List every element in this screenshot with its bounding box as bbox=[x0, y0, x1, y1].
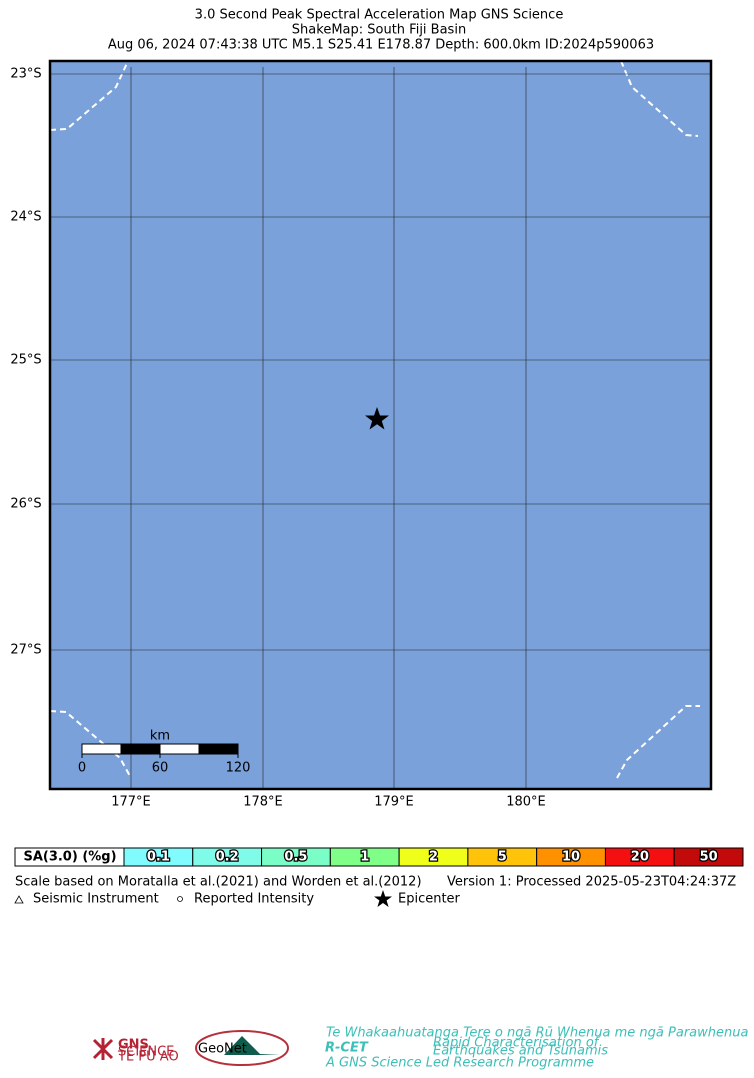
lon-label: 180°E bbox=[506, 795, 546, 810]
gns-maori: TE PŪ AO bbox=[117, 1050, 179, 1065]
title-line: Aug 06, 2024 07:43:38 UTC M5.1 S25.41 E1… bbox=[108, 38, 654, 53]
instrument-symbol bbox=[14, 895, 24, 904]
rcet-logo: Te Whakaahuatanga Tere o ngā Rū Whenua m… bbox=[325, 1026, 748, 1071]
lat-label: 27°S bbox=[10, 643, 41, 658]
scale-unit: km bbox=[150, 729, 170, 744]
legend-label: 0.5 bbox=[284, 850, 307, 865]
graticule bbox=[50, 67, 711, 789]
symbol-label: Epicenter bbox=[398, 892, 461, 907]
legend-label: 0.2 bbox=[216, 850, 239, 865]
intensity-symbol bbox=[177, 896, 183, 902]
scale-label: 0 bbox=[78, 761, 86, 776]
lon-label: 177°E bbox=[111, 795, 151, 810]
lat-label: 26°S bbox=[10, 497, 41, 512]
symbol-label: Seismic Instrument bbox=[33, 892, 159, 907]
lat-label: 23°S bbox=[10, 67, 41, 82]
scale-label: 60 bbox=[152, 761, 169, 776]
map: km 0 60 120 bbox=[48, 59, 713, 791]
gns-sub: SCIENCE bbox=[118, 1045, 174, 1060]
legend-label: 2 bbox=[429, 850, 438, 865]
gns-logo: GNS SCIENCE TE PŪ AO bbox=[92, 1038, 179, 1065]
legend-label: 5 bbox=[498, 850, 507, 865]
rcet-top: Te Whakaahuatanga Tere o ngā Rū Whenua m… bbox=[326, 1026, 748, 1041]
geonet-text: GeoNet bbox=[198, 1042, 247, 1057]
legend-label: 10 bbox=[562, 850, 580, 865]
legend-cell bbox=[673, 847, 744, 867]
rcet-bottom: A GNS Science Led Research Programme bbox=[325, 1056, 594, 1071]
epicenter bbox=[365, 407, 389, 430]
version-note: Version 1: Processed 2025-05-23T04:24:37… bbox=[447, 875, 736, 890]
legend-label: 0.1 bbox=[147, 850, 170, 865]
rcet-sub: Earthquakes and Tsunamis bbox=[433, 1044, 608, 1059]
lon-label: 178°E bbox=[243, 795, 283, 810]
symbol-label: Reported Intensity bbox=[194, 892, 314, 907]
epicenter-symbol bbox=[374, 890, 392, 907]
rcet-sub: Rapid Characterisation of bbox=[433, 1036, 601, 1051]
title-line: ShakeMap: South Fiji Basin bbox=[292, 23, 466, 38]
legend-title: SA(3.0) (%g) bbox=[23, 850, 116, 865]
lat-label: 24°S bbox=[10, 210, 41, 225]
scale-bar: km 0 60 120 bbox=[78, 729, 251, 776]
map-frame bbox=[48, 59, 713, 791]
lat-label: 25°S bbox=[10, 353, 41, 368]
geonet-logo: GeoNet bbox=[195, 1030, 289, 1066]
legend: SA(3.0) (%g) 0.1 0.2 0.5 1 2 5 10 20 50 bbox=[14, 847, 744, 867]
legend-label: 20 bbox=[631, 850, 649, 865]
legend-label: 50 bbox=[700, 850, 718, 865]
lon-label: 179°E bbox=[374, 795, 414, 810]
rcet-text: R-CET bbox=[325, 1041, 369, 1056]
scale-note: Scale based on Moratalla et al.(2021) an… bbox=[15, 875, 422, 890]
legend-label: 1 bbox=[360, 850, 369, 865]
scale-label: 120 bbox=[226, 761, 251, 776]
gns-text: GNS bbox=[118, 1038, 149, 1053]
title-line: 3.0 Second Peak Spectral Acceleration Ma… bbox=[195, 8, 564, 23]
